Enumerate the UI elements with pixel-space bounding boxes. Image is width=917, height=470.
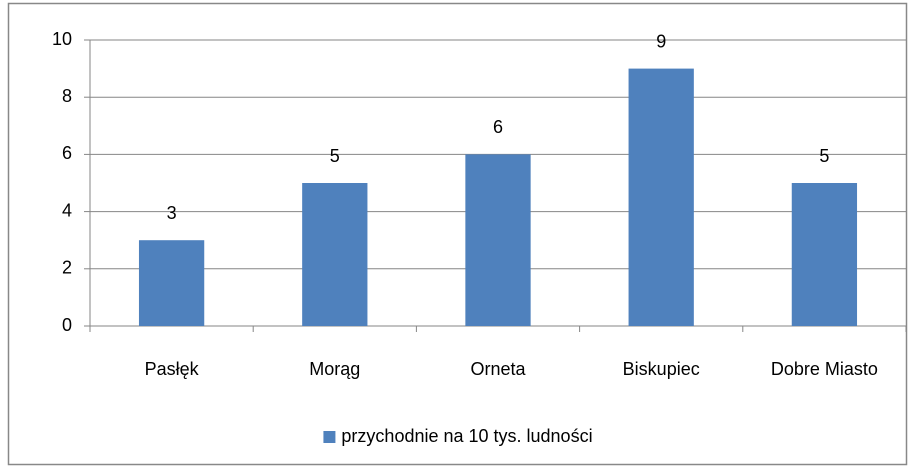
legend-label: przychodnie na 10 tys. ludności (341, 426, 592, 446)
bar (138, 240, 205, 326)
bar (628, 68, 694, 326)
data-label: 6 (493, 117, 503, 137)
data-label: 5 (819, 146, 829, 166)
x-tick-label: Pasłęk (145, 359, 200, 379)
data-label: 5 (330, 146, 340, 166)
bar (465, 154, 531, 326)
data-label: 9 (656, 31, 666, 51)
y-tick-label: 4 (62, 200, 72, 220)
bar (302, 183, 368, 326)
x-tick-label: Dobre Miasto (771, 359, 878, 379)
data-label: 3 (167, 203, 177, 223)
x-tick-label: Orneta (470, 359, 526, 379)
y-tick-label: 6 (62, 143, 72, 163)
x-tick-label: Morąg (309, 359, 360, 379)
x-tick-label: Biskupiec (623, 359, 700, 379)
bar (791, 183, 858, 326)
y-tick-label: 8 (62, 86, 72, 106)
y-tick-label: 2 (62, 258, 72, 278)
chart-border (7, 2, 908, 466)
y-tick-label: 10 (52, 29, 72, 49)
legend-swatch (323, 431, 336, 443)
y-tick-label: 0 (62, 315, 72, 335)
